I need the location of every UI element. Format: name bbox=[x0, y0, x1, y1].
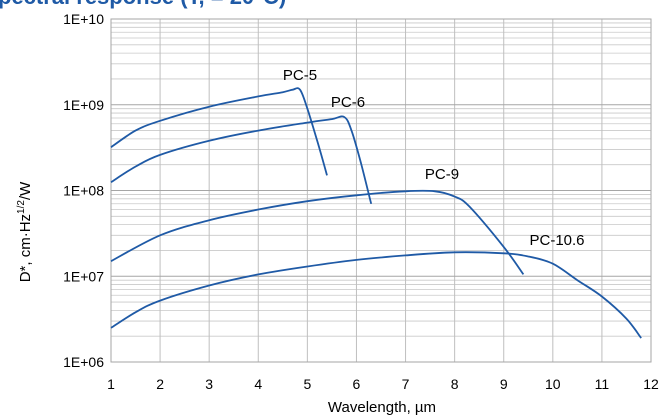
series-line-pc-10-6 bbox=[110, 251, 642, 339]
x-tick-label: 10 bbox=[545, 376, 561, 392]
y-tick-label: 1E+08 bbox=[63, 183, 104, 199]
y-tick-label: 1E+10 bbox=[63, 11, 104, 27]
plot-border bbox=[110, 18, 652, 363]
chart-title: pectral response (T, = 20°C) bbox=[0, 0, 286, 9]
x-tick-label: 2 bbox=[156, 376, 164, 392]
y-axis-label: D*, cm·Hz1/2/W bbox=[16, 181, 34, 282]
x-tick-label: 7 bbox=[402, 376, 410, 392]
x-tick-labels: 1 2 3 4 5 6 7 8 9 10 11 12 bbox=[107, 376, 659, 392]
y-axis-label-sup: 1/2 bbox=[16, 200, 27, 214]
series-layer bbox=[110, 87, 642, 339]
series-label-pc-10-6: PC-10.6 bbox=[529, 232, 584, 249]
x-axis-label: Wavelength, µm bbox=[328, 399, 436, 416]
x-tick-label: 9 bbox=[500, 376, 508, 392]
y-tick-label: 1E+09 bbox=[63, 97, 104, 113]
x-tick-label: 6 bbox=[353, 376, 361, 392]
series-labels: PC-5 PC-6 PC-9 PC-10.6 bbox=[283, 67, 585, 249]
series-label-pc-6: PC-6 bbox=[331, 94, 365, 111]
x-tick-label: 1 bbox=[107, 376, 115, 392]
y-tick-label: 1E+06 bbox=[63, 354, 104, 370]
series-line-pc-5 bbox=[110, 87, 328, 176]
y-axis-label-end: /W bbox=[17, 181, 34, 200]
major-gridlines bbox=[110, 18, 652, 363]
y-tick-label: 1E+07 bbox=[63, 268, 104, 284]
y-tick-labels: 1E+06 1E+07 1E+08 1E+09 1E+10 bbox=[63, 11, 104, 370]
x-tick-label: 5 bbox=[303, 376, 311, 392]
x-tick-label: 3 bbox=[205, 376, 213, 392]
series-line-pc-9 bbox=[110, 189, 525, 275]
x-tick-label: 4 bbox=[254, 376, 262, 392]
series-label-pc-5: PC-5 bbox=[283, 67, 317, 84]
series-line-pc-6 bbox=[110, 115, 373, 205]
minor-gridlines bbox=[111, 22, 651, 337]
y-axis-label-main: D*, cm·Hz bbox=[17, 214, 34, 282]
x-tick-label: 8 bbox=[451, 376, 459, 392]
series-label-pc-9: PC-9 bbox=[425, 166, 459, 183]
x-tick-label: 12 bbox=[643, 376, 659, 392]
x-tick-label: 11 bbox=[595, 376, 610, 392]
